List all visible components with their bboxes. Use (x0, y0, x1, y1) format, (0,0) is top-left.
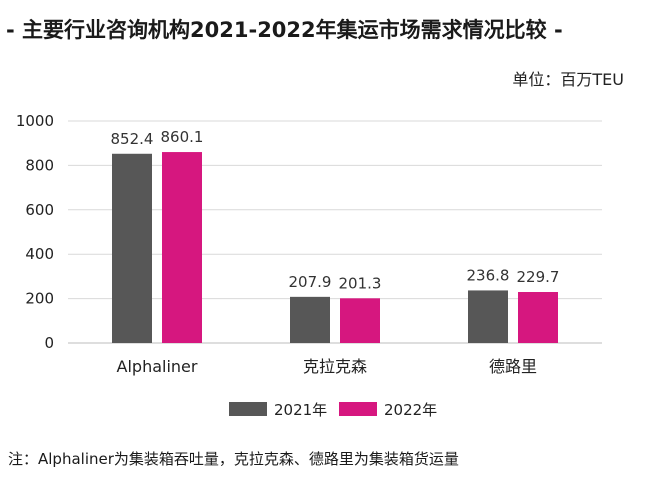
legend-swatch (229, 402, 267, 416)
bar-chart: 0 200 400 600 800 1000 852.4 860.1 207.9 201.3 23… (16, 112, 602, 419)
x-tick-label: 克拉克森 (303, 357, 367, 376)
y-tick-label: 0 (44, 334, 54, 352)
bar (340, 298, 380, 343)
x-tick-label: 德路里 (489, 357, 537, 376)
chart-title: - 主要行业咨询机构2021-2022年集运市场需求情况比较 - (6, 18, 563, 42)
y-tick-label: 1000 (16, 112, 54, 130)
y-tick-label: 400 (25, 245, 54, 263)
bars (112, 152, 558, 343)
data-label: 860.1 (161, 128, 204, 146)
data-label: 229.7 (517, 268, 560, 286)
data-label: 207.9 (289, 273, 332, 291)
y-tick-labels: 0 200 400 600 800 1000 (16, 112, 54, 352)
gridlines (68, 120, 602, 344)
x-tick-labels: Alphaliner 克拉克森 德路里 (117, 357, 537, 376)
x-tick-label: Alphaliner (117, 357, 198, 376)
y-tick-label: 600 (25, 201, 54, 219)
legend-swatch (339, 402, 377, 416)
footnote: 注：Alphaliner为集装箱吞吐量，克拉克森、德路里为集装箱货运量 (8, 450, 459, 468)
y-tick-label: 800 (25, 156, 54, 174)
bar (290, 296, 330, 343)
data-labels: 852.4 860.1 207.9 201.3 236.8 229.7 (111, 128, 560, 292)
y-tick-label: 200 (25, 290, 54, 308)
bar (518, 292, 558, 343)
data-label: 852.4 (111, 130, 154, 148)
bar (468, 290, 508, 343)
legend: 2021年 2022年 (229, 401, 437, 419)
data-label: 201.3 (339, 274, 382, 292)
data-label: 236.8 (467, 266, 510, 284)
unit-label: 单位：百万TEU (512, 70, 624, 89)
legend-label: 2021年 (274, 401, 327, 419)
bar (112, 153, 152, 343)
bar (162, 152, 202, 343)
legend-label: 2022年 (384, 401, 437, 419)
